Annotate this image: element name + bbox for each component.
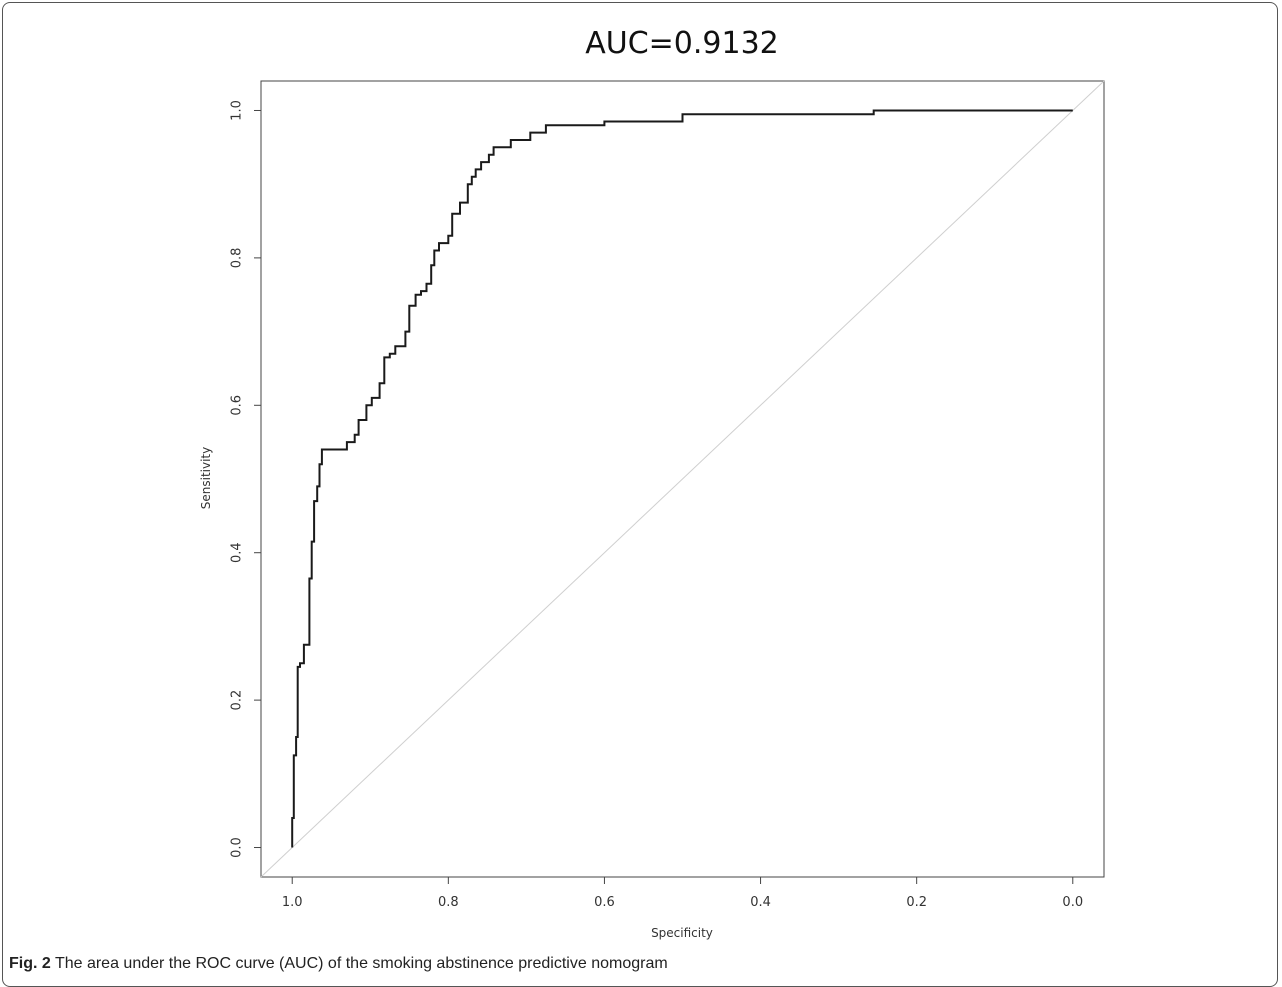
chart-title: AUC=0.9132 (585, 26, 779, 61)
x-tick-label: 0.4 (750, 895, 771, 910)
series-layer (260, 80, 1105, 878)
y-tick-label: 1.0 (230, 100, 245, 121)
x-tick-label: 1.0 (282, 895, 303, 910)
x-tick-label: 0.8 (438, 895, 459, 910)
roc-curve (291, 109, 1073, 848)
figure-caption: Fig. 2 The area under the ROC curve (AUC… (9, 955, 668, 973)
x-tick-label: 0.0 (1062, 895, 1083, 910)
y-tick-label: 0.4 (230, 542, 245, 563)
y-tick-label: 0.0 (230, 837, 245, 858)
roc-chart: AUC=0.9132 1.0 0.8 0.6 0.4 0.2 0.0 0.00.20.40… (199, 26, 1105, 940)
reference-diagonal (260, 80, 1105, 878)
y-tick-label: 0.6 (230, 395, 245, 416)
x-axis: 1.0 0.8 0.6 0.4 0.2 0.0 (282, 877, 1083, 910)
y-axis: 0.0 0.2 0.4 0.6 0.8 1.0 (230, 100, 261, 858)
caption-label: Fig. 2 (9, 955, 51, 972)
x-axis-title: Specificity (651, 926, 713, 940)
caption-text: The area under the ROC curve (AUC) of th… (50, 955, 668, 972)
x-tick-label: 0.2 (906, 895, 927, 910)
y-tick-label: 0.2 (230, 690, 245, 711)
y-axis-title: Sensitivity (199, 447, 213, 509)
y-tick-label: 0.8 (230, 248, 245, 269)
x-tick-label: 0.6 (594, 895, 615, 910)
plot-area-border (260, 80, 1105, 878)
